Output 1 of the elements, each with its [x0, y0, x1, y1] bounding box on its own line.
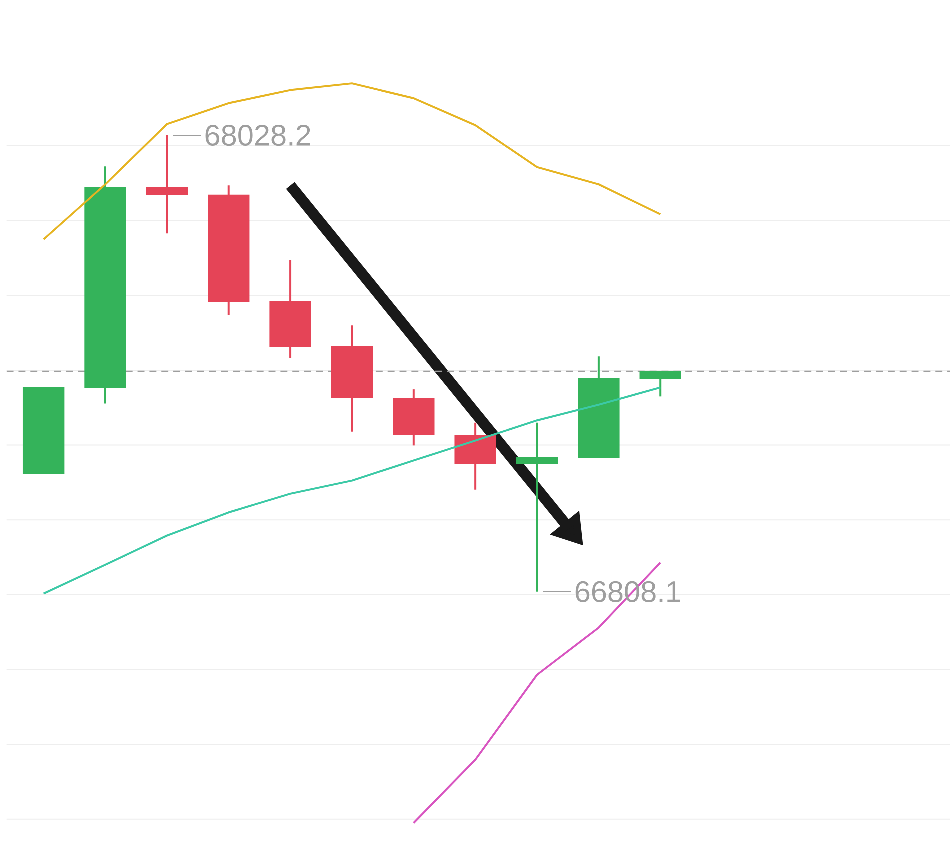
annotation: 68028.2 [206, 124, 310, 146]
